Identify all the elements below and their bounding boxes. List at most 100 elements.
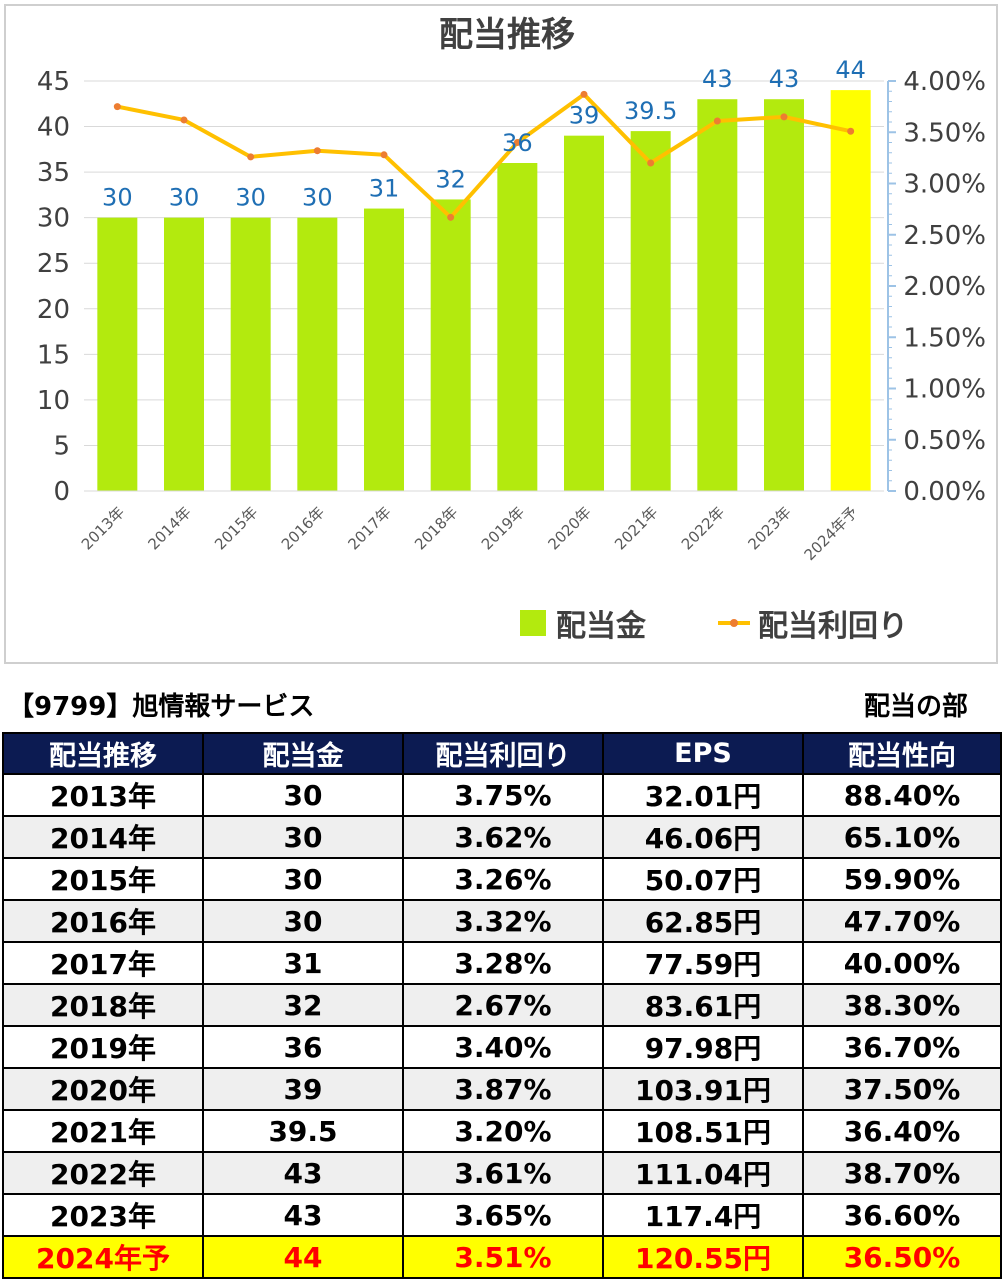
payout-cell: 65.10%: [802, 815, 1002, 859]
y-left-tick-label: 5: [53, 431, 70, 461]
eps-cell: 77.59円: [602, 941, 804, 985]
year-cell: 2021年: [2, 1109, 204, 1153]
year-cell: 2013年: [2, 773, 204, 817]
bar-2014年: [164, 217, 204, 491]
yield-point-2016年: [313, 147, 321, 155]
y-right-tick-label: 1.50%: [903, 323, 986, 353]
yield-point-2021年: [647, 159, 655, 167]
x-tick-label: 2018年: [411, 503, 461, 553]
dividend-cell: 30: [202, 857, 404, 901]
eps-cell: 103.91円: [602, 1067, 804, 1111]
bar-data-label: 43: [702, 65, 733, 93]
year-cell: 2023年: [2, 1193, 204, 1237]
yield-line: [116, 92, 852, 220]
y-left-tick-label: 0: [53, 477, 70, 507]
year-cell: 2014年: [2, 815, 204, 859]
payout-cell: 36.50%: [802, 1235, 1002, 1279]
yield-point-2018年: [447, 213, 455, 221]
dividend-cell: 43: [202, 1151, 404, 1195]
year-cell: 2020年: [2, 1067, 204, 1111]
bar-2022年: [697, 99, 738, 491]
dividend-cell: 44: [202, 1235, 404, 1279]
bar-data-label: 36: [502, 129, 533, 157]
bar-data-label: 39: [569, 102, 600, 130]
eps-cell: 83.61円: [602, 983, 804, 1027]
bar-layer: [97, 90, 871, 492]
legend-label-yield: 配当利回り: [758, 609, 908, 644]
y-left-tick-label: 20: [37, 295, 70, 325]
table-row: 2021年 39.5 3.20% 108.51円 36.40%: [2, 1109, 1002, 1153]
payout-cell: 36.70%: [802, 1025, 1002, 1069]
table-body: 2013年 30 3.75% 32.01円 88.40% 2014年 30 3.62% 46.0…: [2, 773, 1002, 1279]
eps-cell: 46.06円: [602, 815, 804, 859]
payout-cell: 36.40%: [802, 1109, 1002, 1153]
header-yield: 配当利回り: [402, 732, 604, 775]
yield-cell: 3.32%: [402, 899, 604, 943]
yield-cell: 3.75%: [402, 773, 604, 817]
yield-point-2019年: [513, 139, 521, 146]
yield-point-2015年: [247, 153, 255, 161]
chart-title: 配当推移: [439, 15, 575, 55]
x-tick-label: 2023年: [744, 503, 794, 553]
bar-2018年: [430, 199, 471, 491]
table-header-row: 配当推移 配当金 配当利回り EPS 配当性向: [2, 732, 1002, 775]
bar-data-label: 30: [235, 184, 266, 212]
yield-cell: 3.40%: [402, 1025, 604, 1069]
legend: 配当金 配当利回り: [520, 609, 908, 644]
eps-cell: 111.04円: [602, 1151, 804, 1195]
y-right-tick-label: 3.50%: [903, 118, 986, 148]
x-tick-label: 2013年: [78, 503, 128, 553]
payout-cell: 47.70%: [802, 899, 1002, 943]
yield-cell: 3.51%: [402, 1235, 604, 1279]
bar-data-label: 32: [435, 165, 466, 193]
y-right-tick-label: 0.50%: [903, 426, 986, 456]
bar-data-label: 30: [169, 184, 200, 212]
payout-cell: 38.70%: [802, 1151, 1002, 1195]
dividend-cell: 39.5: [202, 1109, 404, 1153]
bar-data-label: 44: [835, 56, 866, 84]
eps-cell: 117.4円: [602, 1193, 804, 1237]
payout-cell: 36.60%: [802, 1193, 1002, 1237]
bar-2021年: [630, 131, 671, 491]
line-layer: [113, 90, 855, 221]
table-row: 2020年 39 3.87% 103.91円 37.50%: [2, 1067, 1002, 1111]
table-row: 2024年予 44 3.51% 120.55円 36.50%: [2, 1235, 1002, 1279]
dividend-cell: 30: [202, 815, 404, 859]
header-dividend: 配当金: [202, 732, 404, 775]
bar-2023年: [764, 99, 804, 491]
bar-2019年: [497, 163, 538, 491]
bar-data-label: 39.5: [624, 97, 677, 125]
payout-cell: 40.00%: [802, 941, 1002, 985]
bar-data-label: 30: [302, 184, 333, 212]
year-cell: 2024年予: [2, 1235, 204, 1279]
dividend-chart: 配当推移 0 5 10 15 20 25 30 35 40 45 0.00% 0.50% 1.00% 1.…: [37, 15, 986, 644]
x-tick-label: 2024年予: [801, 503, 862, 564]
x-tick-label: 2015年: [211, 503, 261, 553]
dividend-cell: 39: [202, 1067, 404, 1111]
eps-cell: 62.85円: [602, 899, 804, 943]
company-caption: 【9799】旭情報サービス: [8, 692, 315, 722]
x-tick-label: 2017年: [344, 503, 394, 553]
yield-cell: 3.26%: [402, 857, 604, 901]
year-cell: 2015年: [2, 857, 204, 901]
payout-cell: 59.90%: [802, 857, 1002, 901]
table-row: 2014年 30 3.62% 46.06円 65.10%: [2, 815, 1002, 859]
x-tick-label: 2022年: [678, 503, 728, 553]
table-row: 2016年 30 3.32% 62.85円 47.70%: [2, 899, 1002, 943]
yield-cell: 3.28%: [402, 941, 604, 985]
y-right-tick-label: 3.00%: [903, 170, 986, 200]
year-cell: 2019年: [2, 1025, 204, 1069]
yield-cell: 3.62%: [402, 815, 604, 859]
y-right-tick-label: 0.00%: [903, 477, 986, 507]
payout-cell: 38.30%: [802, 983, 1002, 1027]
eps-cell: 50.07円: [602, 857, 804, 901]
bar-data-label: 43: [769, 65, 800, 93]
y-left-tick-label: 15: [37, 340, 70, 370]
table-row: 2023年 43 3.65% 117.4円 36.60%: [2, 1193, 1002, 1237]
eps-cell: 120.55円: [602, 1235, 804, 1279]
dividend-cell: 32: [202, 983, 404, 1027]
yield-cell: 2.67%: [402, 983, 604, 1027]
eps-cell: 108.51円: [602, 1109, 804, 1153]
table-row: 2022年 43 3.61% 111.04円 38.70%: [2, 1151, 1002, 1195]
y-left-tick-label: 25: [37, 249, 70, 279]
